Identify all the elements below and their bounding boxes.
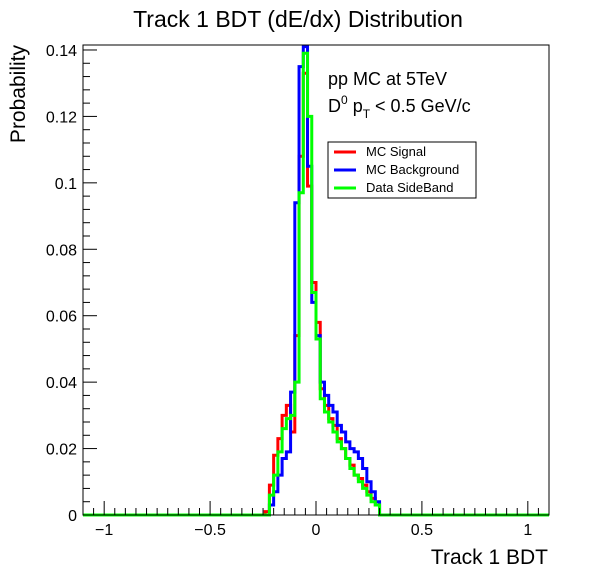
series-mc-background [83, 45, 549, 517]
y-tick-label: 0.06 [46, 309, 77, 326]
x-axis-ticks: −1 −0.5 0 0.5 1 [82, 501, 550, 539]
y-tick-label: 0.04 [46, 375, 77, 392]
series-data-sideband [83, 51, 549, 517]
y-tick-label: 0.1 [55, 176, 77, 193]
legend-label-mc-signal: MC Signal [366, 144, 426, 159]
y-tick-label: 0 [68, 508, 77, 525]
y-tick-label: 0.12 [46, 109, 77, 126]
annotation-dataset: pp MC at 5TeV [328, 69, 447, 89]
x-tick-label: −0.5 [194, 522, 226, 539]
annotation-p-sub: T [363, 107, 371, 121]
chart-title: Track 1 BDT (dE/dx) Distribution [133, 6, 463, 32]
annotation-range-text: < 0.5 GeV/c [370, 96, 471, 116]
x-tick-label: 0.5 [411, 522, 433, 539]
x-tick-label: 0 [312, 522, 321, 539]
legend: MC Signal MC Background Data SideBand [327, 141, 477, 199]
y-axis-ticks: 0 0.02 0.04 0.06 0.08 0.1 0.12 0.14 [46, 43, 97, 525]
series-group [83, 45, 549, 517]
y-tick-label: 0.08 [46, 242, 77, 259]
legend-label-mc-background: MC Background [366, 162, 459, 177]
annotation-p-text: p [348, 96, 363, 116]
legend-label-data-sideband: Data SideBand [366, 180, 453, 195]
y-tick-label: 0.02 [46, 442, 77, 459]
axes-group [82, 44, 550, 516]
annotation-kinematics: D0 pT < 0.5 GeV/c [328, 93, 471, 121]
x-tick-label: 1 [523, 522, 532, 539]
x-tick-label: −1 [95, 522, 113, 539]
x-axis-label: Track 1 BDT [431, 546, 548, 569]
annotation-d-sup: 0 [341, 93, 348, 107]
y-axis-label: Probability [7, 45, 30, 144]
y-tick-label: 0.14 [46, 43, 77, 60]
plot-frame [82, 44, 550, 516]
annotation-d-text: D [328, 96, 341, 116]
